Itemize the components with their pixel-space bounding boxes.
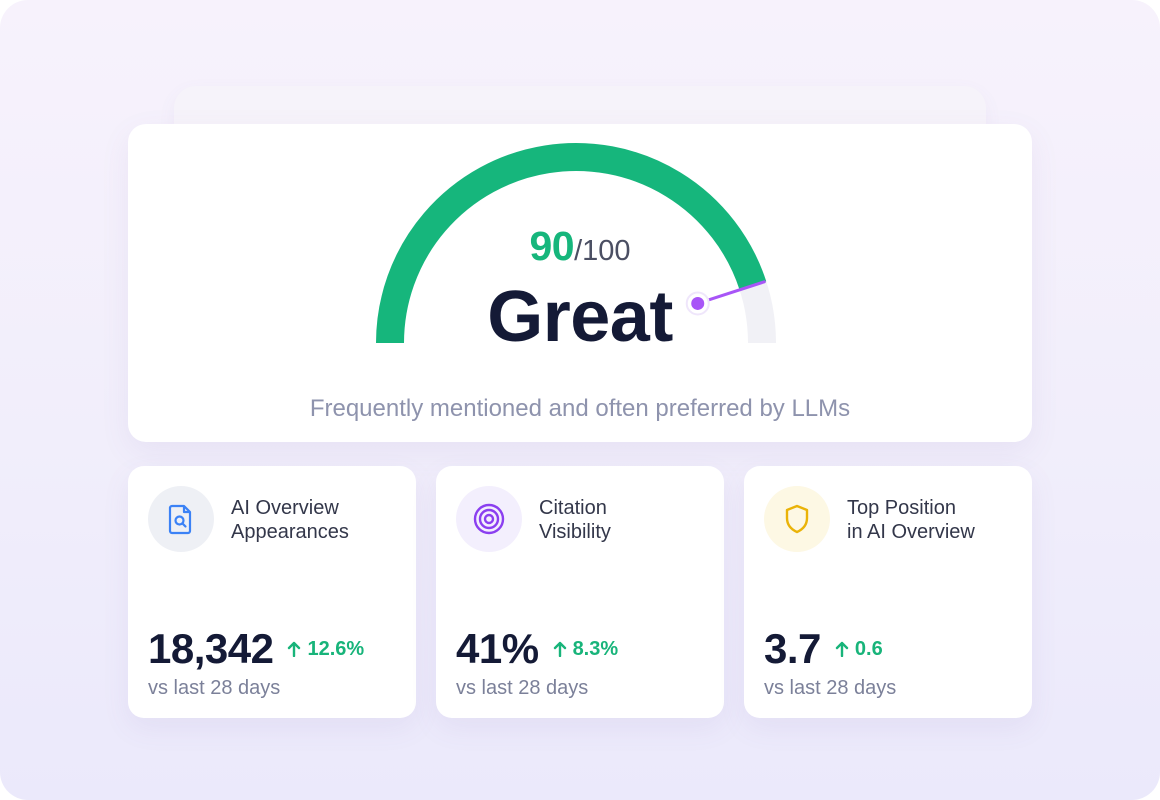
shield-icon xyxy=(785,504,809,534)
metric-title-line2: Visibility xyxy=(539,521,611,543)
metric-delta-value: 8.3% xyxy=(572,637,619,660)
score-description: Frequently mentioned and often preferred… xyxy=(309,395,851,422)
metric-delta: 8.3% xyxy=(553,637,619,661)
target-icon-badge xyxy=(456,486,522,552)
metric-title-line2: Appearances xyxy=(231,521,349,543)
metric-value: 18,342 xyxy=(148,625,274,672)
metric-delta: 12.6% xyxy=(287,638,364,661)
metric-title-line1: AI Overview xyxy=(231,497,339,519)
metric-comparison-note: vs last 28 days xyxy=(148,677,281,699)
score-grade: Great xyxy=(487,277,673,357)
document-search-icon xyxy=(168,504,192,535)
gauge-fill xyxy=(376,143,767,344)
metric-title: AI Overview Appearances xyxy=(231,496,411,544)
arrow-up-icon xyxy=(835,641,849,657)
metric-value-row: 3.7 0.6 xyxy=(764,626,883,672)
metric-comparison-note: vs last 28 days xyxy=(764,677,897,699)
shield-icon-badge xyxy=(764,486,830,552)
score-readout: 90/100 xyxy=(128,224,1032,278)
metric-title-line1: Citation xyxy=(539,497,607,519)
score-card: 90/100 Great Frequently mentioned and of… xyxy=(128,124,1032,442)
metric-title: Top Position in AI Overview xyxy=(847,496,1027,544)
metric-delta-value: 0.6 xyxy=(854,637,883,660)
metric-card-ai-overview-appearances: AI Overview Appearances 18,342 12.6% vs … xyxy=(128,466,416,718)
score-max: /100 xyxy=(574,235,631,267)
arrow-up-icon xyxy=(553,641,566,657)
metric-delta: 0.6 xyxy=(835,638,883,661)
metric-title-line1: Top Position xyxy=(847,497,956,519)
metric-comparison-note: vs last 28 days xyxy=(456,677,589,699)
score-gauge xyxy=(376,143,776,344)
gauge-needle-knob xyxy=(691,296,705,310)
metric-value-row: 18,342 12.6% xyxy=(148,626,364,672)
metric-value: 41% xyxy=(456,625,539,672)
metric-value: 3.7 xyxy=(764,625,821,672)
metric-title: Citation Visibility xyxy=(539,496,719,544)
metric-card-citation-visibility: Citation Visibility 41% 8.3% vs last 28 … xyxy=(436,466,724,718)
target-icon xyxy=(473,503,505,535)
metric-title-line2: in AI Overview xyxy=(847,521,975,543)
score-value: 90 xyxy=(529,223,575,269)
metric-delta-value: 12.6% xyxy=(307,637,365,660)
arrow-up-icon xyxy=(288,641,301,657)
document-search-icon-badge xyxy=(148,486,214,552)
metric-value-row: 41% 8.3% xyxy=(456,626,618,672)
metric-card-top-position: Top Position in AI Overview 3.7 0.6 vs l… xyxy=(744,466,1032,718)
